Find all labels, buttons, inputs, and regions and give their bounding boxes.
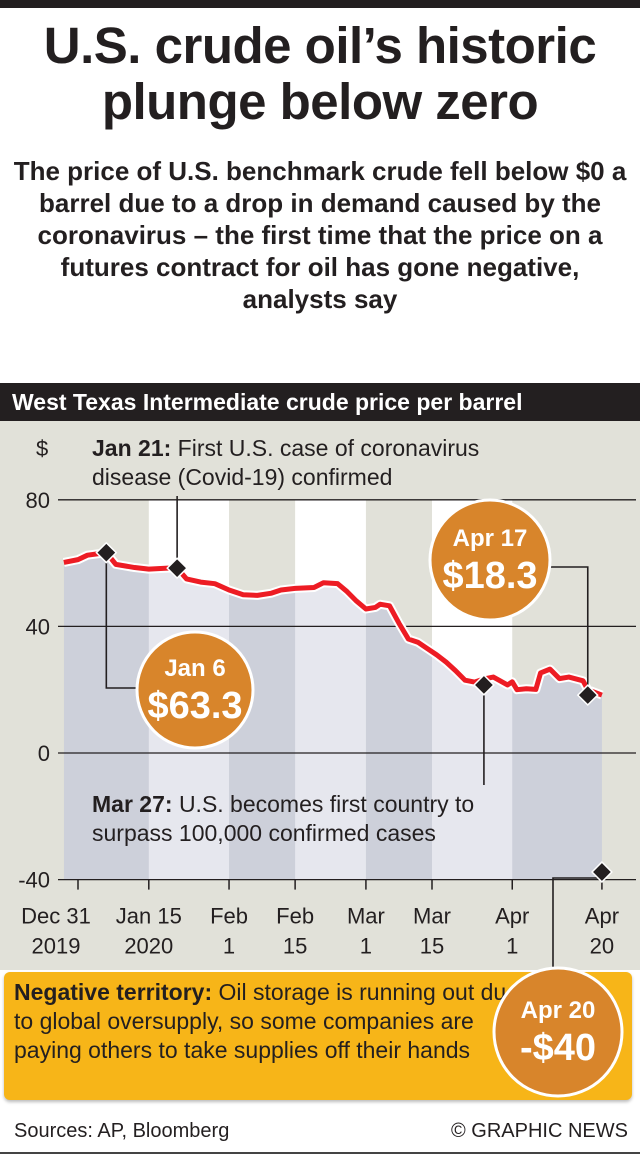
x-tick-label: Apr bbox=[585, 904, 619, 929]
x-tick-label: 15 bbox=[420, 934, 444, 959]
x-tick-label: 2019 bbox=[32, 934, 81, 959]
x-tick-label: 1 bbox=[223, 934, 235, 959]
callout-circle bbox=[135, 630, 255, 750]
x-tick-label: Feb bbox=[276, 904, 314, 929]
sources: Sources: AP, Bloomberg bbox=[14, 1120, 230, 1142]
page-title: U.S. crude oil’s historic plunge below z… bbox=[43, 17, 597, 130]
leader-jan6 bbox=[105, 552, 140, 689]
x-tick-label: 1 bbox=[506, 934, 518, 959]
x-tick-label: Mar bbox=[413, 904, 451, 929]
top-rule bbox=[0, 0, 640, 8]
callout-date: Jan 6 bbox=[164, 655, 225, 682]
data-marker-diamond bbox=[95, 541, 118, 564]
data-marker-diamond bbox=[472, 673, 495, 696]
negative-territory-note: Negative territory: Oil storage is runni… bbox=[14, 978, 534, 1065]
leader-apr17 bbox=[545, 566, 589, 696]
y-tick-label: 80 bbox=[26, 488, 50, 513]
negative-territory-text: Oil storage is running out due to global… bbox=[14, 979, 519, 1063]
x-tick-label: Apr bbox=[495, 904, 529, 929]
x-tick-label: 15 bbox=[283, 934, 307, 959]
negative-territory-label: Negative territory: bbox=[14, 979, 213, 1005]
annotation-mar27-text: U.S. becomes first country to surpass 10… bbox=[92, 791, 475, 846]
x-tick-label: Feb bbox=[210, 904, 248, 929]
chart-title: West Texas Intermediate crude price per … bbox=[0, 383, 640, 421]
annotation-mar27-date: Mar 27: bbox=[92, 791, 173, 817]
data-marker-diamond bbox=[166, 557, 189, 580]
callout-value: $63.3 bbox=[147, 685, 242, 727]
bottom-rule bbox=[0, 1152, 640, 1154]
data-marker-diamond bbox=[576, 684, 599, 707]
callout-date: Apr 17 bbox=[453, 525, 528, 552]
x-tick-label: Dec 31 bbox=[21, 904, 91, 929]
y-axis-unit: $ bbox=[36, 436, 49, 461]
credit: © GRAPHIC NEWS bbox=[451, 1120, 628, 1142]
annotation-jan21-text: First U.S. case of coronavirus disease (… bbox=[92, 435, 480, 490]
leader-apr20 bbox=[552, 877, 602, 970]
x-tick-label: 1 bbox=[360, 934, 372, 959]
callout-value: -$40 bbox=[520, 1027, 596, 1069]
band-area bbox=[295, 552, 367, 880]
annotation-jan21: Jan 21: First U.S. case of coronavirus d… bbox=[92, 434, 562, 492]
y-tick-label: 0 bbox=[38, 741, 50, 766]
y-tick-label: 40 bbox=[26, 614, 50, 639]
x-tick-label: 2020 bbox=[124, 934, 173, 959]
callout-date: Apr 20 bbox=[521, 997, 596, 1024]
annotation-mar27: Mar 27: U.S. becomes first country to su… bbox=[92, 790, 542, 848]
x-tick-label: Jan 15 bbox=[116, 904, 182, 929]
x-tick-label: 20 bbox=[590, 934, 614, 959]
callout-jan6: Jan 6 $63.3 bbox=[135, 630, 255, 750]
subtitle: The price of U.S. benchmark crude fell b… bbox=[13, 156, 627, 314]
annotation-jan21-date: Jan 21: bbox=[92, 435, 172, 461]
callout-apr17: Apr 17 $18.3 bbox=[428, 498, 552, 622]
x-tick-label: Mar bbox=[347, 904, 385, 929]
data-marker-diamond bbox=[590, 861, 613, 883]
callout-circle bbox=[492, 966, 624, 1098]
callout-value: $18.3 bbox=[442, 555, 537, 597]
y-tick-label: -40 bbox=[18, 868, 50, 893]
callout-circle bbox=[428, 498, 552, 622]
callout-apr20: Apr 20 -$40 bbox=[492, 966, 624, 1098]
